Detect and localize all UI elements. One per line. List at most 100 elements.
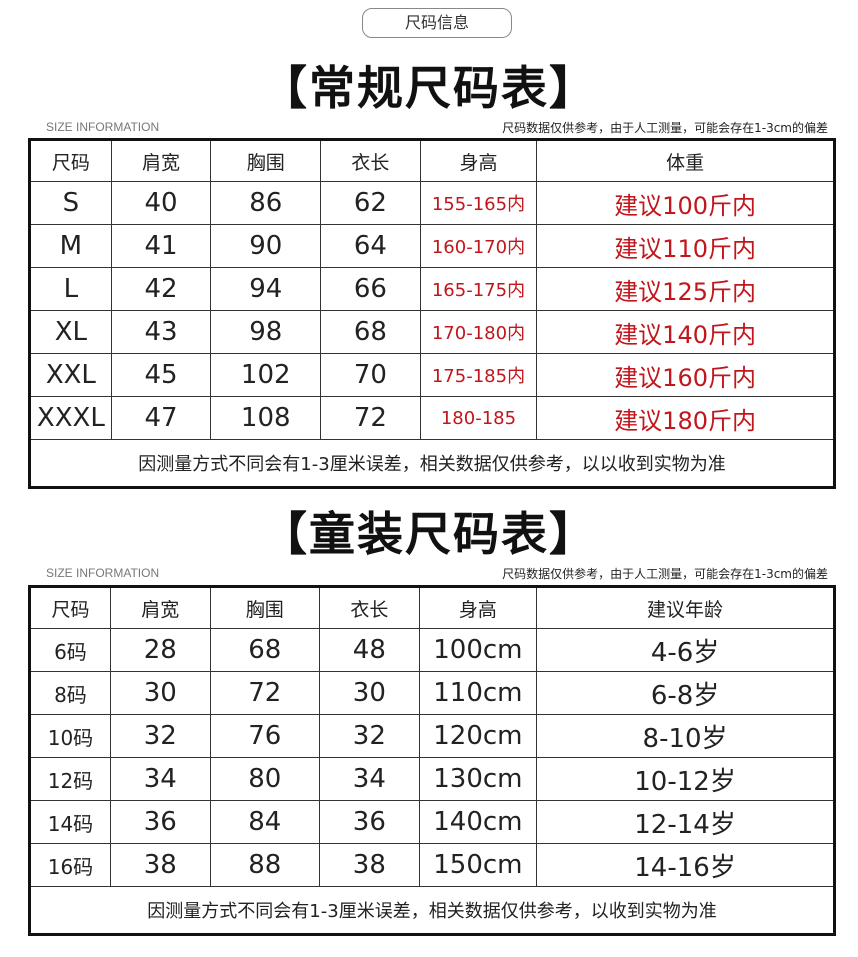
table-cell: 10-12岁: [536, 757, 835, 801]
table-cell: 72: [320, 396, 421, 440]
table-cell: 6-8岁: [536, 671, 835, 715]
size-info-badge: 尺码信息: [362, 8, 512, 38]
column-header: 胸围: [209, 586, 321, 629]
table-cell: 38: [319, 843, 420, 887]
column-header: 身高: [419, 139, 538, 182]
table-cell: 30: [109, 671, 211, 715]
table-row: M 41 90 64 160-170内 建议110斤内: [29, 224, 835, 268]
table-cell: 68: [320, 310, 421, 354]
table-row: 6码 28 68 48 100cm 4-6岁: [29, 628, 835, 672]
table-cell: 36: [109, 800, 211, 844]
table-cell: 120cm: [418, 714, 538, 758]
column-header: 身高: [418, 586, 538, 629]
table-footer-note: 因测量方式不同会有1-3厘米误差，相关数据仅供参考，以以收到实物为准: [29, 439, 835, 488]
table-cell: 12码: [29, 757, 111, 801]
column-header: 衣长: [320, 139, 421, 182]
adult-title: 【常规尺码表】: [261, 61, 597, 115]
table-cell: 175-185内: [419, 353, 538, 397]
table-row: XXXL 47 108 72 180-185 建议180斤内: [29, 396, 835, 440]
table-cell: 30: [319, 671, 420, 715]
table-cell: 88: [209, 843, 321, 887]
table-cell: 38: [109, 843, 211, 887]
table-row: 12码 34 80 34 130cm 10-12岁: [29, 757, 835, 801]
table-cell: 66: [320, 267, 421, 311]
table-cell: 68: [209, 628, 321, 672]
table-cell: 84: [209, 800, 321, 844]
table-cell: 42: [110, 267, 212, 311]
table-cell: M: [29, 224, 112, 268]
table-cell: 8码: [29, 671, 111, 715]
table-cell: 34: [109, 757, 211, 801]
table-cell: 108: [210, 396, 322, 440]
table-cell: 建议100斤内: [536, 181, 835, 225]
table-cell: 150cm: [418, 843, 538, 887]
column-header: 衣长: [319, 586, 420, 629]
table-cell: S: [29, 181, 112, 225]
column-header: 肩宽: [109, 586, 211, 629]
table-cell: 32: [319, 714, 420, 758]
table-cell: 72: [209, 671, 321, 715]
kids-size-table: 尺码 肩宽 胸围 衣长 身高 建议年龄 6码 28 68 48 100cm 4-6岁 8码 30 72 30 1…: [28, 585, 836, 936]
table-cell: 170-180内: [419, 310, 538, 354]
table-row: XL 43 98 68 170-180内 建议140斤内: [29, 310, 835, 354]
column-header: 尺码: [29, 139, 112, 182]
table-cell: 76: [209, 714, 321, 758]
kids-title: 【童装尺码表】: [261, 507, 597, 561]
kids-note: 尺码数据仅供参考，由于人工测量，可能会存在1-3cm的偏差: [502, 567, 828, 581]
table-cell: 建议180斤内: [536, 396, 835, 440]
table-cell: 80: [209, 757, 321, 801]
table-row: 16码 38 88 38 150cm 14-16岁: [29, 843, 835, 887]
table-cell: 10码: [29, 714, 111, 758]
table-cell: 建议140斤内: [536, 310, 835, 354]
table-cell: 100cm: [418, 628, 538, 672]
table-cell: 165-175内: [419, 267, 538, 311]
table-cell: 41: [110, 224, 212, 268]
table-cell: 34: [319, 757, 420, 801]
table-cell: 70: [320, 353, 421, 397]
adult-size-information-label: SIZE INFORMATION: [46, 120, 160, 134]
table-cell: 12-14岁: [536, 800, 835, 844]
kids-size-information-label: SIZE INFORMATION: [46, 566, 160, 580]
table-row: XXL 45 102 70 175-185内 建议160斤内: [29, 353, 835, 397]
table-cell: 62: [320, 181, 421, 225]
table-cell: XXL: [29, 353, 112, 397]
table-row: 8码 30 72 30 110cm 6-8岁: [29, 671, 835, 715]
column-header: 体重: [536, 139, 835, 182]
table-cell: 40: [110, 181, 212, 225]
table-row: 10码 32 76 32 120cm 8-10岁: [29, 714, 835, 758]
table-cell: 6码: [29, 628, 111, 672]
table-cell: XL: [29, 310, 112, 354]
table-cell: 4-6岁: [536, 628, 835, 672]
table-cell: 36: [319, 800, 420, 844]
header-row: 尺码 肩宽 胸围 衣长 身高 体重: [29, 139, 835, 182]
table-cell: 64: [320, 224, 421, 268]
table-cell: 45: [110, 353, 212, 397]
table-cell: 建议125斤内: [536, 267, 835, 311]
table-cell: 48: [319, 628, 420, 672]
table-cell: 94: [210, 267, 322, 311]
table-row: L 42 94 66 165-175内 建议125斤内: [29, 267, 835, 311]
table-row: S 40 86 62 155-165内 建议100斤内: [29, 181, 835, 225]
column-header: 尺码: [29, 586, 111, 629]
column-header: 建议年龄: [536, 586, 835, 629]
table-cell: 110cm: [418, 671, 538, 715]
column-header: 肩宽: [110, 139, 212, 182]
table-cell: 160-170内: [419, 224, 538, 268]
column-header: 胸围: [210, 139, 322, 182]
table-cell: 130cm: [418, 757, 538, 801]
table-cell: XXXL: [29, 396, 112, 440]
table-cell: 建议160斤内: [536, 353, 835, 397]
table-cell: 8-10岁: [536, 714, 835, 758]
table-row: 14码 36 84 36 140cm 12-14岁: [29, 800, 835, 844]
header-row: 尺码 肩宽 胸围 衣长 身高 建议年龄: [29, 586, 835, 629]
table-cell: 47: [110, 396, 212, 440]
table-footer-note: 因测量方式不同会有1-3厘米误差，相关数据仅供参考，以收到实物为准: [29, 886, 835, 935]
adult-note: 尺码数据仅供参考，由于人工测量，可能会存在1-3cm的偏差: [502, 121, 828, 135]
table-cell: 102: [210, 353, 322, 397]
table-cell: 180-185: [419, 396, 538, 440]
adult-size-table: 尺码 肩宽 胸围 衣长 身高 体重 S 40 86 62 155-165内 建议100斤内 M 41 90 6…: [28, 138, 836, 489]
table-cell: L: [29, 267, 112, 311]
table-cell: 建议110斤内: [536, 224, 835, 268]
table-cell: 28: [109, 628, 211, 672]
table-cell: 43: [110, 310, 212, 354]
